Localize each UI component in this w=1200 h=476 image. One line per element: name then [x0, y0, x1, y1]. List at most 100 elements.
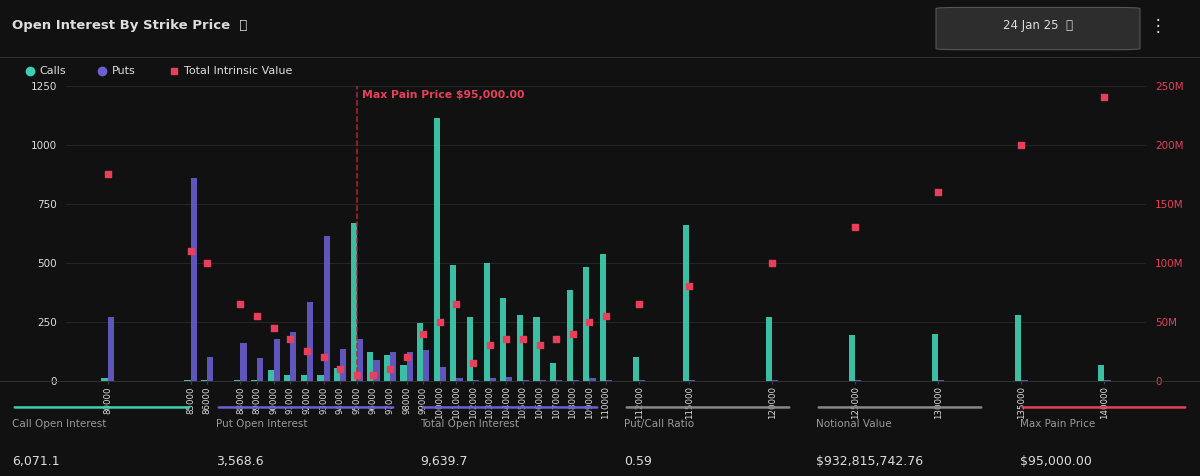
- Point: [397, 353, 416, 361]
- Bar: [424, 350, 430, 381]
- Bar: [274, 339, 280, 381]
- Point: [630, 300, 649, 308]
- Bar: [856, 380, 862, 381]
- Bar: [440, 367, 446, 381]
- Point: [463, 359, 482, 367]
- Point: [298, 347, 317, 355]
- Bar: [772, 380, 779, 381]
- Bar: [240, 343, 247, 381]
- Bar: [401, 366, 407, 381]
- Bar: [191, 178, 197, 381]
- Point: [762, 259, 781, 267]
- Bar: [185, 380, 191, 381]
- FancyBboxPatch shape: [936, 8, 1140, 50]
- Point: [247, 312, 266, 320]
- Bar: [467, 317, 473, 381]
- Bar: [850, 335, 856, 381]
- Bar: [324, 236, 330, 381]
- Bar: [251, 380, 257, 381]
- Bar: [473, 380, 479, 381]
- Text: Max Pain Price: Max Pain Price: [1020, 419, 1096, 429]
- Point: [264, 324, 283, 331]
- Bar: [490, 378, 496, 381]
- Text: Puts: Puts: [112, 66, 136, 77]
- Point: [546, 336, 565, 343]
- Bar: [517, 315, 523, 381]
- Bar: [523, 380, 529, 381]
- Bar: [257, 358, 263, 381]
- Bar: [373, 359, 379, 381]
- Bar: [234, 380, 240, 381]
- Bar: [407, 352, 413, 381]
- Point: [514, 336, 533, 343]
- Bar: [202, 380, 208, 381]
- Text: 3,568.6: 3,568.6: [216, 455, 264, 468]
- Point: [380, 365, 400, 373]
- Bar: [307, 302, 313, 381]
- Bar: [589, 378, 595, 381]
- Point: [530, 342, 550, 349]
- Bar: [540, 380, 546, 381]
- Bar: [456, 378, 463, 381]
- Text: Call Open Interest: Call Open Interest: [12, 419, 107, 429]
- Bar: [766, 317, 772, 381]
- Point: [563, 330, 582, 337]
- Bar: [556, 380, 563, 381]
- Bar: [640, 380, 646, 381]
- Bar: [208, 357, 214, 381]
- Bar: [606, 380, 612, 381]
- Point: [1094, 94, 1114, 101]
- Bar: [572, 380, 578, 381]
- Bar: [533, 317, 540, 381]
- Bar: [108, 317, 114, 381]
- Bar: [356, 339, 362, 381]
- Point: [98, 170, 118, 178]
- Text: 9,639.7: 9,639.7: [420, 455, 468, 468]
- Text: Calls: Calls: [40, 66, 66, 77]
- Point: [431, 318, 450, 326]
- Text: Total Open Interest: Total Open Interest: [420, 419, 520, 429]
- Text: $95,000.00: $95,000.00: [1020, 455, 1092, 468]
- Bar: [334, 368, 340, 381]
- Bar: [101, 378, 108, 381]
- Text: Max Pain Price $95,000.00: Max Pain Price $95,000.00: [361, 90, 524, 100]
- Bar: [418, 323, 424, 381]
- Point: [480, 342, 499, 349]
- Point: [1012, 141, 1031, 149]
- Text: 24 Jan 25  ⌵: 24 Jan 25 ⌵: [1003, 19, 1073, 32]
- Text: $932,815,742.76: $932,815,742.76: [816, 455, 923, 468]
- Bar: [390, 352, 396, 381]
- Bar: [367, 352, 373, 381]
- Point: [446, 300, 466, 308]
- Bar: [1021, 380, 1027, 381]
- Point: [347, 371, 366, 379]
- Point: [580, 318, 599, 326]
- Bar: [550, 363, 556, 381]
- Bar: [1015, 315, 1021, 381]
- Bar: [1098, 366, 1104, 381]
- Point: [198, 259, 217, 267]
- Text: Put/Call Ratio: Put/Call Ratio: [624, 419, 694, 429]
- Bar: [350, 223, 356, 381]
- Bar: [583, 268, 589, 381]
- Bar: [938, 380, 944, 381]
- Bar: [301, 375, 307, 381]
- Bar: [268, 370, 274, 381]
- Bar: [433, 118, 440, 381]
- Text: ⋮: ⋮: [1150, 17, 1166, 35]
- Bar: [506, 377, 512, 381]
- Bar: [284, 375, 290, 381]
- Bar: [600, 255, 606, 381]
- Bar: [634, 357, 640, 381]
- Bar: [484, 263, 490, 381]
- Text: 0.59: 0.59: [624, 455, 652, 468]
- Point: [846, 224, 865, 231]
- Bar: [500, 298, 506, 381]
- Bar: [317, 375, 324, 381]
- Bar: [566, 290, 572, 381]
- Point: [929, 188, 948, 196]
- Text: Total Intrinsic Value: Total Intrinsic Value: [184, 66, 292, 77]
- Bar: [340, 349, 347, 381]
- Point: [314, 353, 334, 361]
- Point: [364, 371, 383, 379]
